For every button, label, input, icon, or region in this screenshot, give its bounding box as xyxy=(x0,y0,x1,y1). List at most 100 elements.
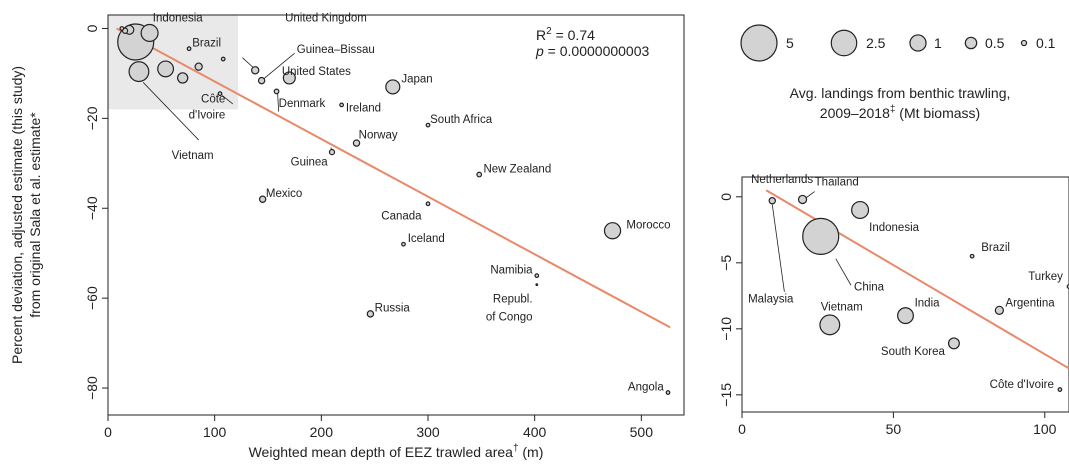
r-squared-value: = 0.74 xyxy=(552,27,595,43)
point-label: Russia xyxy=(375,303,411,315)
size-legend: 5 2.5 1 0.5 0.1 Avg. landings from benthic tr… xyxy=(740,24,1056,121)
data-point xyxy=(250,66,260,75)
label-leader-line xyxy=(835,258,852,286)
data-point xyxy=(797,194,808,205)
data-point xyxy=(425,122,431,128)
point-label: of Congo xyxy=(486,312,533,324)
legend-title-sup: ‡ xyxy=(890,104,896,115)
data-point xyxy=(819,314,841,336)
x-axis-label-unit: (m) xyxy=(519,444,544,460)
y-tick-label: −40 xyxy=(84,196,100,220)
point-label: Brazil xyxy=(192,37,221,49)
legend-title-unit: (Mt biomass) xyxy=(895,105,980,121)
data-point xyxy=(282,71,296,85)
r-squared-sup: 2 xyxy=(546,26,552,37)
x-tick-label: 500 xyxy=(630,424,654,440)
point-label: Norway xyxy=(359,130,398,142)
point-label: New Zealand xyxy=(483,163,551,175)
x-tick-label: 400 xyxy=(523,424,547,440)
point-label: Morocco xyxy=(626,219,670,231)
x-tick-label: 100 xyxy=(203,424,227,440)
data-point xyxy=(425,201,431,207)
point-label: Thailand xyxy=(815,177,859,189)
y-tick-label: −20 xyxy=(84,106,100,130)
point-label: Guinea xyxy=(291,157,329,169)
point-label: Indonesia xyxy=(153,13,203,25)
y-tick-label: 0 xyxy=(718,193,734,201)
point-label: Argentina xyxy=(1005,297,1055,309)
point-label: Turkey xyxy=(1028,271,1063,283)
label-leader-line xyxy=(771,204,785,292)
point-label: Mexico xyxy=(266,188,302,200)
y-tick-label: −10 xyxy=(718,317,734,341)
data-point xyxy=(119,26,125,31)
point-label: India xyxy=(915,297,941,309)
label-leader-line xyxy=(805,191,815,199)
point-label: d'Ivoire xyxy=(189,109,226,121)
point-label: Brazil xyxy=(981,242,1010,254)
data-point xyxy=(476,171,483,178)
plot-frame xyxy=(741,176,1069,413)
x-tick-label: 200 xyxy=(310,424,334,440)
p-value-text: p = 0.0000000003 xyxy=(535,43,650,59)
data-point xyxy=(994,305,1004,315)
point-label: United Kingdom xyxy=(285,13,367,25)
data-point xyxy=(352,139,361,147)
point-label: Vietnam xyxy=(821,301,863,313)
x-axis-label-text: Weighted mean depth of EEZ trawled area xyxy=(249,444,514,460)
legend-bubble xyxy=(1020,39,1028,47)
legend-title-line2: 2009–2018‡ (Mt biomass) xyxy=(820,104,980,121)
legend-label: 5 xyxy=(786,35,794,51)
y-tick-label: −60 xyxy=(84,286,100,310)
main-scatter-chart: 0 100 200 300 400 500 0 −20 −40 −60 −80 Indonesia Br… xyxy=(9,13,685,460)
legend-bubble xyxy=(909,34,927,52)
data-point xyxy=(140,23,159,43)
data-point xyxy=(257,76,266,85)
point-label: Denmark xyxy=(279,98,326,110)
data-point xyxy=(665,390,671,395)
data-point xyxy=(328,148,336,156)
data-point xyxy=(273,88,280,95)
legend-label: 2.5 xyxy=(866,35,886,51)
point-label: South Korea xyxy=(881,346,946,358)
data-point xyxy=(128,61,150,83)
legend-title-years: 2009–2018 xyxy=(820,105,890,121)
point-label: Ireland xyxy=(346,103,381,115)
data-point xyxy=(194,62,203,71)
data-point xyxy=(186,46,192,52)
data-point xyxy=(768,197,776,205)
y-axis-label-line1: Percent deviation, adjusted estimate (th… xyxy=(9,66,25,364)
legend-label: 0.5 xyxy=(985,35,1005,51)
data-point xyxy=(366,310,375,318)
label-leader-line xyxy=(221,95,234,105)
label-leader-line xyxy=(277,93,280,112)
point-label: Canada xyxy=(381,210,422,222)
p-value-value: = 0.0000000003 xyxy=(544,43,650,59)
point-label: Côte d'Ivoire xyxy=(990,379,1054,391)
data-point xyxy=(897,307,914,325)
x-tick-label: 50 xyxy=(886,421,902,437)
inset-scatter-chart: 0 50 100 0 −5 −10 −15 Netherlands Thailand Indone… xyxy=(718,174,1069,437)
data-point xyxy=(339,102,345,108)
p-value-symbol: p xyxy=(535,43,544,59)
data-point xyxy=(947,337,960,350)
legend-label: 1 xyxy=(934,35,942,51)
legend-bubble xyxy=(964,36,978,50)
y-axis-label-line2: from original Sala et al. estimate* xyxy=(27,112,43,318)
data-point xyxy=(401,241,406,247)
point-label: Iceland xyxy=(408,233,445,245)
legend-label: 0.1 xyxy=(1036,35,1056,51)
point-label: Japan xyxy=(401,73,432,85)
data-point xyxy=(1057,387,1063,392)
x-tick-label: 0 xyxy=(104,424,112,440)
legend-bubble xyxy=(740,24,778,62)
point-label: Namibia xyxy=(490,264,533,276)
regression-line xyxy=(116,27,671,329)
x-tick-label: 0 xyxy=(738,421,746,437)
data-point xyxy=(851,200,870,220)
point-label: United States xyxy=(282,66,351,78)
point-label: Malaysia xyxy=(748,293,794,305)
data-point xyxy=(535,283,539,287)
x-axis-label-sup: † xyxy=(513,443,519,454)
